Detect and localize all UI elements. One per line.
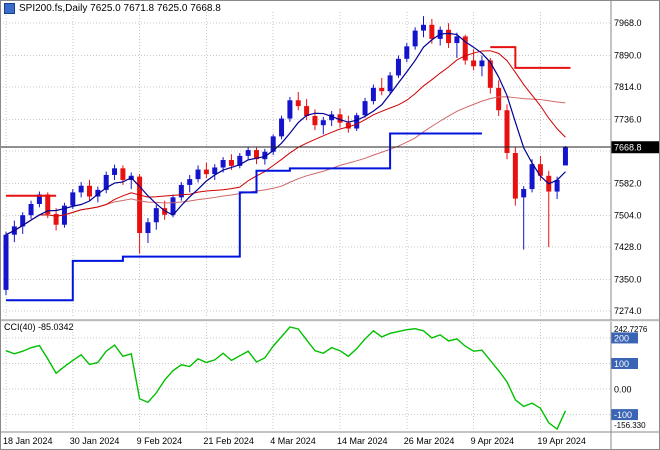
svg-text:7350.0: 7350.0 <box>614 274 642 284</box>
chart-title-text: SPI200.fs,Daily 7625.0 7671.8 7625.0 766… <box>19 3 221 14</box>
cci-axis[interactable]: 200 100 0.00 -100 242.7276 -156.330 <box>611 325 648 430</box>
candles <box>3 16 568 296</box>
cci-line <box>5 326 567 431</box>
time-axis[interactable]: 18 Jan 2024 30 Jan 2024 9 Feb 2024 21 Feb 2… <box>3 436 586 446</box>
svg-text:-156.330: -156.330 <box>614 421 646 430</box>
svg-text:7668.8: 7668.8 <box>614 143 642 153</box>
support-trail-blue <box>6 132 482 302</box>
svg-text:200: 200 <box>614 333 629 343</box>
svg-text:7814.0: 7814.0 <box>614 82 642 92</box>
svg-text:19 Apr 2024: 19 Apr 2024 <box>537 436 586 446</box>
svg-text:-100: -100 <box>614 410 632 420</box>
svg-text:21 Feb 2024: 21 Feb 2024 <box>203 436 254 446</box>
svg-text:14 Mar 2024: 14 Mar 2024 <box>337 436 388 446</box>
svg-text:9 Apr 2024: 9 Apr 2024 <box>471 436 515 446</box>
svg-text:242.7276: 242.7276 <box>614 325 648 334</box>
svg-text:7428.0: 7428.0 <box>614 242 642 252</box>
svg-text:4 Mar 2024: 4 Mar 2024 <box>270 436 316 446</box>
svg-text:7890.0: 7890.0 <box>614 50 642 60</box>
cci-level-tag <box>611 357 638 369</box>
svg-text:7582.0: 7582.0 <box>614 178 642 188</box>
resistance-right-red <box>490 46 571 69</box>
svg-text:18 Jan 2024: 18 Jan 2024 <box>3 436 53 446</box>
cci-plot <box>5 326 567 431</box>
svg-text:0.00: 0.00 <box>614 385 632 395</box>
cci-level-tag <box>611 332 638 344</box>
cci-level-tag <box>611 409 638 421</box>
svg-text:30 Jan 2024: 30 Jan 2024 <box>70 436 120 446</box>
chart-title: SPI200.fs,Daily 7625.0 7671.8 7625.0 766… <box>4 3 221 14</box>
svg-text:26 Mar 2024: 26 Mar 2024 <box>404 436 455 446</box>
svg-text:9 Feb 2024: 9 Feb 2024 <box>137 436 183 446</box>
svg-text:7504.0: 7504.0 <box>614 211 642 221</box>
step-lines <box>6 46 571 302</box>
svg-text:100: 100 <box>614 359 629 369</box>
current-price-line: 7668.8 <box>0 141 659 154</box>
price-axis[interactable]: 7968.0 7890.0 7814.0 7736.0 7582.0 7504.0 7428… <box>614 18 642 316</box>
ma-fast-line <box>5 32 566 236</box>
ma-mid-line <box>5 50 566 236</box>
svg-text:7736.0: 7736.0 <box>614 114 642 124</box>
svg-text:7968.0: 7968.0 <box>614 18 642 28</box>
chart-icon <box>4 3 15 14</box>
svg-text:7274.0: 7274.0 <box>614 306 642 316</box>
current-price-tag <box>611 141 659 154</box>
indicator-label: CCI(40) -85.0342 <box>4 322 74 332</box>
